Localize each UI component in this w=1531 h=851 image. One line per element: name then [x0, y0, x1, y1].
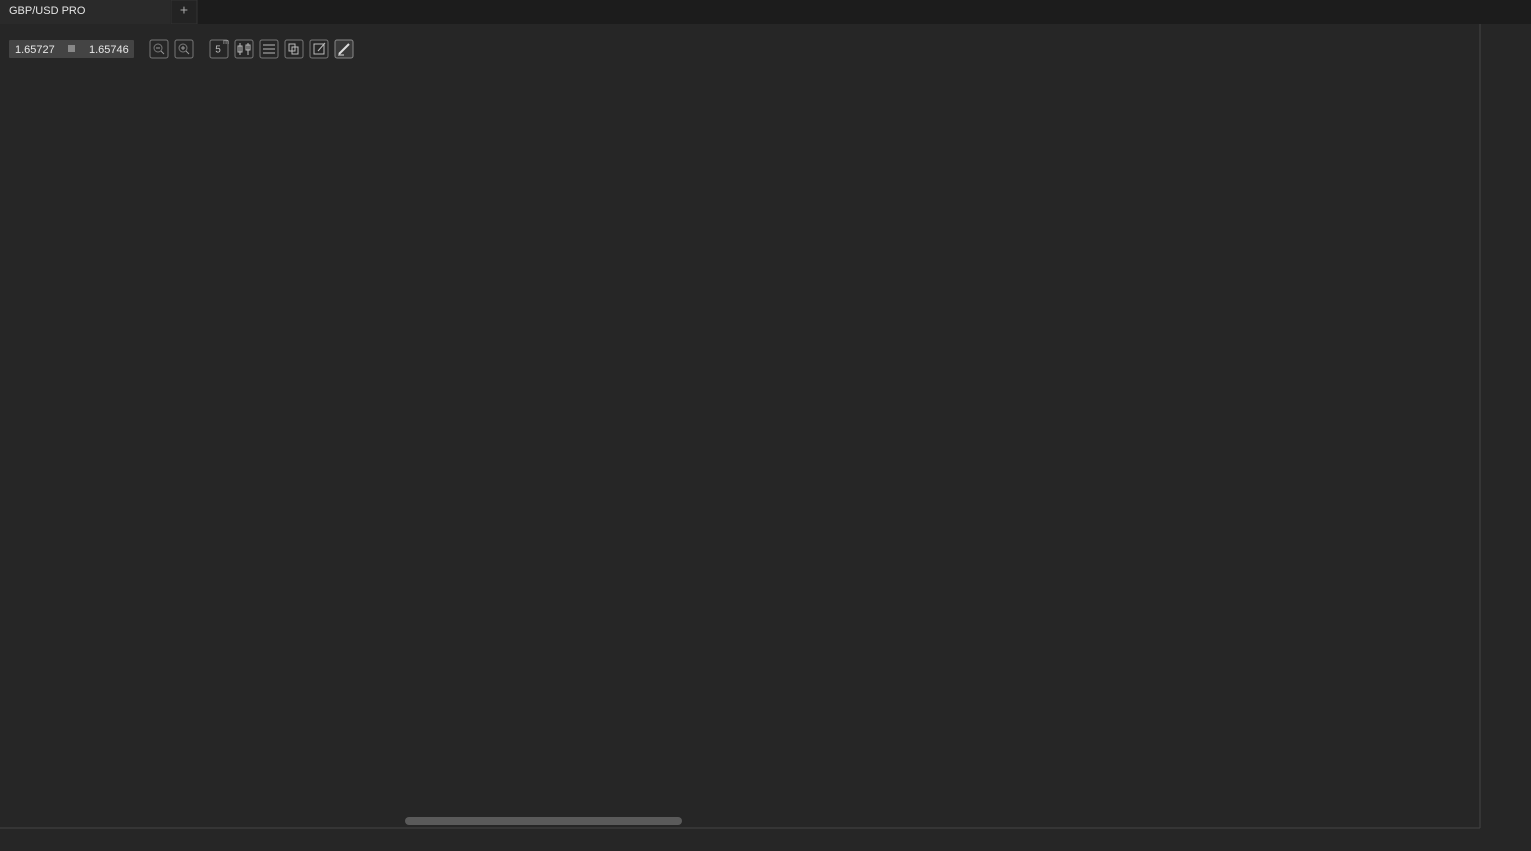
zoom-in-button[interactable]	[174, 39, 194, 59]
chart-panel	[0, 24, 1531, 851]
add-tab-button[interactable]	[170, 0, 198, 25]
spread-icon	[68, 45, 75, 52]
bid-price: 1.65727	[15, 44, 55, 56]
tab-title: GBP/USD PRO	[9, 5, 86, 17]
add-tab-label: +	[180, 2, 188, 18]
chart-type-button[interactable]	[234, 39, 254, 59]
ask-price: 1.65746	[89, 44, 129, 56]
indicators-button[interactable]	[259, 39, 279, 59]
copy-button[interactable]	[284, 39, 304, 59]
timeframe-value: 5	[215, 45, 221, 56]
scrollbar[interactable]	[405, 817, 682, 825]
draw-button[interactable]	[334, 39, 354, 59]
tab[interactable]	[0, 0, 170, 24]
timeframe-button[interactable]: 5 m	[209, 39, 229, 59]
zoom-out-button[interactable]	[149, 39, 169, 59]
timeframe-unit: m	[223, 39, 229, 46]
toolbar: 1.65727 1.65746 5 m	[9, 39, 354, 59]
edit-button[interactable]	[309, 39, 329, 59]
tab-bar	[0, 0, 1531, 24]
